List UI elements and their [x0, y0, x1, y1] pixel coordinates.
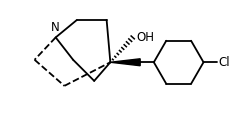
Text: N: N [51, 21, 59, 34]
Polygon shape [110, 59, 140, 66]
Text: Cl: Cl [217, 56, 229, 69]
Text: OH: OH [136, 31, 154, 44]
